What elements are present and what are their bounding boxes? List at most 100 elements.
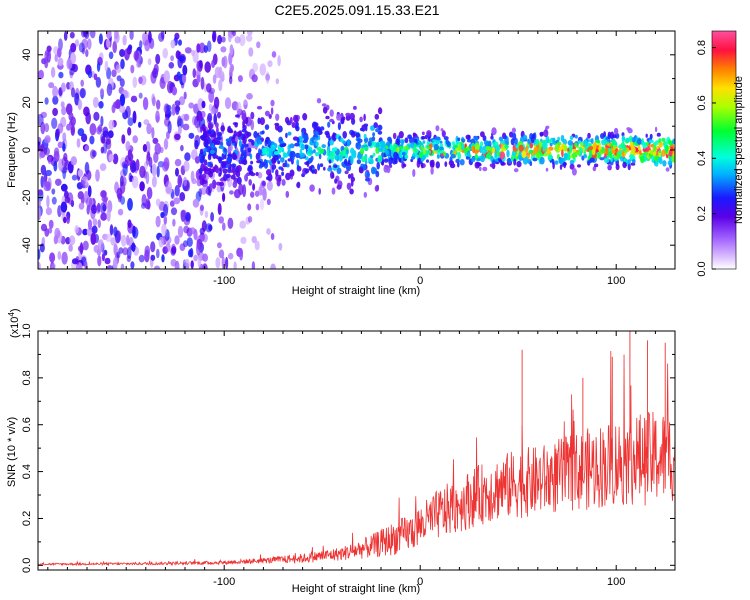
- heatmap-cell: [130, 95, 138, 103]
- heatmap-cell: [332, 132, 336, 140]
- heatmap-cell: [216, 136, 222, 141]
- heatmap-cell: [180, 209, 187, 218]
- heatmap-cell: [345, 114, 351, 121]
- heatmap-cell: [155, 215, 161, 228]
- heatmap-cell: [236, 101, 242, 115]
- heatmap-cell: [170, 55, 175, 62]
- heatmap-cell: [315, 141, 319, 147]
- heatmap-cell: [207, 153, 212, 161]
- heatmap-cell: [105, 233, 112, 242]
- heatmap-cell: [345, 164, 352, 172]
- heatmap-cell: [527, 152, 530, 160]
- heatmap-cell: [235, 170, 241, 178]
- heatmap-cell: [316, 98, 322, 104]
- heatmap-cell: [498, 136, 504, 142]
- heatmap-cell: [350, 153, 356, 159]
- heatmap-cell: [235, 114, 240, 118]
- heatmap-cell: [377, 155, 383, 163]
- heatmap-cell: [433, 143, 439, 151]
- heatmap-cell: [220, 71, 225, 83]
- heatmap-cell: [60, 201, 68, 213]
- heatmap-cell: [630, 150, 635, 155]
- heatmap-cell: [476, 162, 481, 166]
- heatmap-cell: [125, 140, 131, 152]
- heatmap-cell: [231, 163, 237, 168]
- heatmap-cell: [145, 141, 151, 154]
- heatmap-cell: [247, 166, 252, 172]
- heatmap-cell: [627, 128, 633, 134]
- heatmap-cell: [69, 31, 75, 39]
- heatmap-cell: [557, 141, 562, 146]
- heatmap-cell: [215, 122, 219, 128]
- heatmap-cell: [460, 143, 465, 151]
- heatmap-cell: [410, 142, 414, 149]
- heatmap-cell: [163, 70, 170, 84]
- heatmap-cell: [482, 135, 487, 142]
- heatmap-y-tick-label: -20: [21, 190, 33, 206]
- heatmap-cell: [372, 152, 376, 157]
- heatmap-cell: [218, 181, 224, 187]
- heatmap-cell: [106, 265, 113, 269]
- heatmap-cell: [163, 215, 167, 225]
- heatmap-cell: [129, 31, 134, 40]
- heatmap-cell: [58, 71, 64, 79]
- heatmap-cell: [371, 136, 376, 142]
- heatmap-cell: [89, 31, 96, 39]
- heatmap-cell: [248, 179, 252, 186]
- heatmap-cell: [215, 155, 219, 160]
- heatmap-cell: [115, 230, 121, 244]
- heatmap-cell: [659, 141, 663, 148]
- heatmap-cell: [334, 154, 338, 160]
- snr-y-tick-label: 1.0: [21, 323, 33, 338]
- heatmap-cell: [313, 130, 319, 136]
- heatmap-cell: [506, 149, 510, 158]
- heatmap-cell: [204, 141, 209, 149]
- heatmap-cell: [138, 254, 145, 263]
- heatmap-cell: [202, 132, 207, 139]
- heatmap-cell: [121, 234, 127, 247]
- heatmap-cell: [228, 252, 234, 260]
- heatmap-cell: [200, 76, 205, 90]
- heatmap-cell: [474, 142, 480, 151]
- heatmap-cell: [278, 166, 284, 170]
- heatmap-cell: [75, 256, 80, 265]
- heatmap-cell: [536, 139, 540, 144]
- heatmap-cell: [45, 207, 53, 216]
- heatmap-cell: [241, 112, 247, 121]
- heatmap-cell: [285, 190, 290, 198]
- snr-x-tick-label: -100: [213, 576, 235, 588]
- heatmap-cell: [532, 133, 536, 139]
- heatmap-cell: [237, 176, 242, 185]
- snr-x-tick-label: 100: [607, 576, 625, 588]
- heatmap-cell: [443, 136, 449, 141]
- heatmap-cell: [311, 136, 315, 143]
- heatmap-cell: [609, 150, 613, 159]
- heatmap-cell: [254, 240, 260, 251]
- heatmap-cell: [63, 31, 68, 41]
- heatmap-cell: [60, 82, 66, 93]
- heatmap-cell: [457, 151, 462, 160]
- heatmap-cell: [158, 32, 165, 42]
- heatmap-cell: [451, 141, 456, 146]
- heatmap-cell: [188, 249, 193, 258]
- heatmap-cell: [375, 128, 380, 133]
- heatmap-cell: [182, 123, 190, 131]
- heatmap-cell: [256, 105, 263, 110]
- heatmap-cell: [139, 40, 143, 50]
- heatmap-cell: [66, 214, 70, 224]
- heatmap-cell: [392, 132, 397, 140]
- heatmap-cell: [171, 103, 176, 116]
- heatmap-cell: [495, 144, 501, 152]
- heatmap-cell: [658, 138, 662, 143]
- heatmap-cell: [233, 189, 241, 199]
- heatmap-cell: [57, 57, 64, 67]
- heatmap-cell: [330, 171, 334, 179]
- heatmap-cell: [155, 198, 161, 207]
- heatmap-cell: [542, 152, 549, 157]
- heatmap-cell: [357, 138, 363, 144]
- heatmap-cell: [321, 103, 327, 107]
- heatmap-cell: [281, 179, 286, 186]
- heatmap-cell: [255, 172, 259, 176]
- heatmap-cell: [174, 100, 181, 107]
- heatmap-cell: [239, 34, 246, 47]
